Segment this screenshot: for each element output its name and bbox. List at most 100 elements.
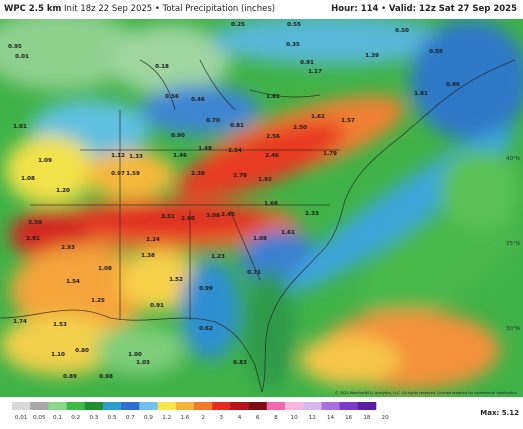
legend-tick-label: 3 xyxy=(220,415,224,421)
legend-tick-label: 0.1 xyxy=(53,415,62,421)
legend-tick-label: 6 xyxy=(256,415,260,421)
legend-tick-label: 12 xyxy=(309,415,316,421)
precip-label: 1.74 xyxy=(13,319,27,325)
legend-swatch xyxy=(266,402,286,410)
copyright: © 2025 WeatherBELL Analytics, LLC. All r… xyxy=(335,391,518,395)
legend-swatch xyxy=(103,402,122,410)
precip-label: 0.90 xyxy=(171,133,185,139)
precip-label: 1.53 xyxy=(53,322,67,328)
precip-label: 0.81 xyxy=(230,123,244,129)
precip-field xyxy=(0,19,523,397)
legend-tick-label: 0.01 xyxy=(15,415,28,421)
legend-swatch xyxy=(139,402,158,410)
legend-swatch xyxy=(357,402,377,410)
precip-label: 0.25 xyxy=(231,22,245,28)
precip-label: 1.92 xyxy=(258,177,272,183)
precip-label: 3.08 xyxy=(206,213,220,219)
legend-swatch xyxy=(48,402,67,410)
hour: Hour: 114 xyxy=(331,4,379,14)
precip-label: 0.91 xyxy=(300,60,314,66)
legend-strip xyxy=(0,397,523,429)
precip-label: 0.62 xyxy=(199,326,213,332)
legend-swatch xyxy=(248,402,268,410)
precip-label: 0.35 xyxy=(286,42,300,48)
legend-swatch xyxy=(121,402,140,410)
legend-swatch xyxy=(339,402,359,410)
precip-label: 1.23 xyxy=(211,254,225,260)
precip-label: 1.33 xyxy=(129,154,143,160)
precip-label: 2.91 xyxy=(26,236,40,242)
precip-label: 0.56 xyxy=(165,94,179,100)
precip-label: 1.54 xyxy=(66,279,80,285)
legend-tick-label: 18 xyxy=(363,415,371,421)
legend-swatch xyxy=(230,402,249,410)
precip-label: 2.46 xyxy=(265,153,279,159)
precip-label: 2.78 xyxy=(233,173,247,179)
precip-label: 2.90 xyxy=(181,216,195,222)
precip-label: 1.38 xyxy=(141,253,155,259)
precip-label: 3.50 xyxy=(28,220,42,226)
legend-swatch xyxy=(175,402,195,410)
precip-label: 1.62 xyxy=(311,114,325,120)
precip-label: 1.79 xyxy=(323,151,337,157)
legend-swatch xyxy=(66,402,86,410)
precip-label: 1.46 xyxy=(173,153,187,159)
precip-label: 1.03 xyxy=(136,360,150,366)
precip-label: 0.01 xyxy=(15,54,29,60)
precip-label: 0.95 xyxy=(8,44,22,50)
precip-label: 1.48 xyxy=(198,146,212,152)
precip-label: 1.25 xyxy=(91,298,105,304)
precip-label: 2.93 xyxy=(61,245,75,251)
legend-swatch xyxy=(285,402,304,410)
precip-label: 1.61 xyxy=(281,230,295,236)
precip-label: 0.91 xyxy=(150,303,164,309)
legend: 0.01 0.05 0.1 0.2 0.3 0.5 0.7 0.9 1.2 1.6 2 3 4 6 8 10 1… xyxy=(12,402,389,421)
precip-label: 2.24 xyxy=(146,237,160,243)
precip-label: 2.33 xyxy=(305,211,319,217)
precip-label: 1.57 xyxy=(341,118,355,124)
legend-tick-label: 20 xyxy=(382,415,390,421)
precip-label: 0.70 xyxy=(206,118,220,124)
legend-tick-label: 1.2 xyxy=(162,415,171,421)
precip-label: 1.00 xyxy=(128,352,142,358)
latitude-label: 30°N xyxy=(506,326,520,332)
precip-label: 3.51 xyxy=(161,214,175,220)
valid: Valid: 12z Sat 27 Sep 2025 xyxy=(388,4,517,14)
precip-label: 1.20 xyxy=(56,188,70,194)
legend-tick-label: 4 xyxy=(238,415,242,421)
precip-label: 0.80 xyxy=(75,348,89,354)
legend-tick-label: 0.9 xyxy=(144,415,153,421)
legend-tick-label: 1.6 xyxy=(180,415,189,421)
precip-label: 1.52 xyxy=(169,277,183,283)
precip-label: 2.38 xyxy=(191,171,205,177)
precip-label: 1.08 xyxy=(98,266,112,272)
precip-label: 0.55 xyxy=(287,22,301,28)
legend-swatch xyxy=(30,402,49,410)
legend-swatch xyxy=(12,402,31,410)
precip-label: 0.98 xyxy=(99,374,113,380)
legend-swatch xyxy=(157,402,177,410)
precip-label: 0.96 xyxy=(446,82,460,88)
precip-label: 1.17 xyxy=(308,69,322,75)
precip-label: 1.59 xyxy=(126,171,140,177)
precip-label: 0.89 xyxy=(63,374,77,380)
legend-tick-label: 10 xyxy=(291,415,299,421)
precip-label: 0.99 xyxy=(199,286,213,292)
legend-tick-label: 0.7 xyxy=(126,415,135,421)
header-left: WPC 2.5 km Init 18z 22 Sep 2025 • Total … xyxy=(4,0,275,19)
precip-labels: 0.95 0.01 1.01 1.09 1.08 1.20 1.12 1.33 1.46 1.48… xyxy=(8,22,460,380)
precip-label: 1.02 xyxy=(266,94,280,100)
legend-tick-label: 8 xyxy=(274,415,278,421)
precip-label: 1.08 xyxy=(21,176,35,182)
precip-label: 1.01 xyxy=(13,124,27,130)
legend-tick-label: 0.5 xyxy=(108,415,117,421)
precip-label: 0.71 xyxy=(247,270,261,276)
latitude-label: 40°N xyxy=(506,156,520,162)
header: WPC 2.5 km Init 18z 22 Sep 2025 • Total … xyxy=(0,0,523,19)
legend-tick-label: 16 xyxy=(345,415,353,421)
precip-label: 0.50 xyxy=(395,28,409,34)
precip-label: 2.50 xyxy=(293,125,307,131)
legend-tick-label: 0.2 xyxy=(71,415,80,421)
